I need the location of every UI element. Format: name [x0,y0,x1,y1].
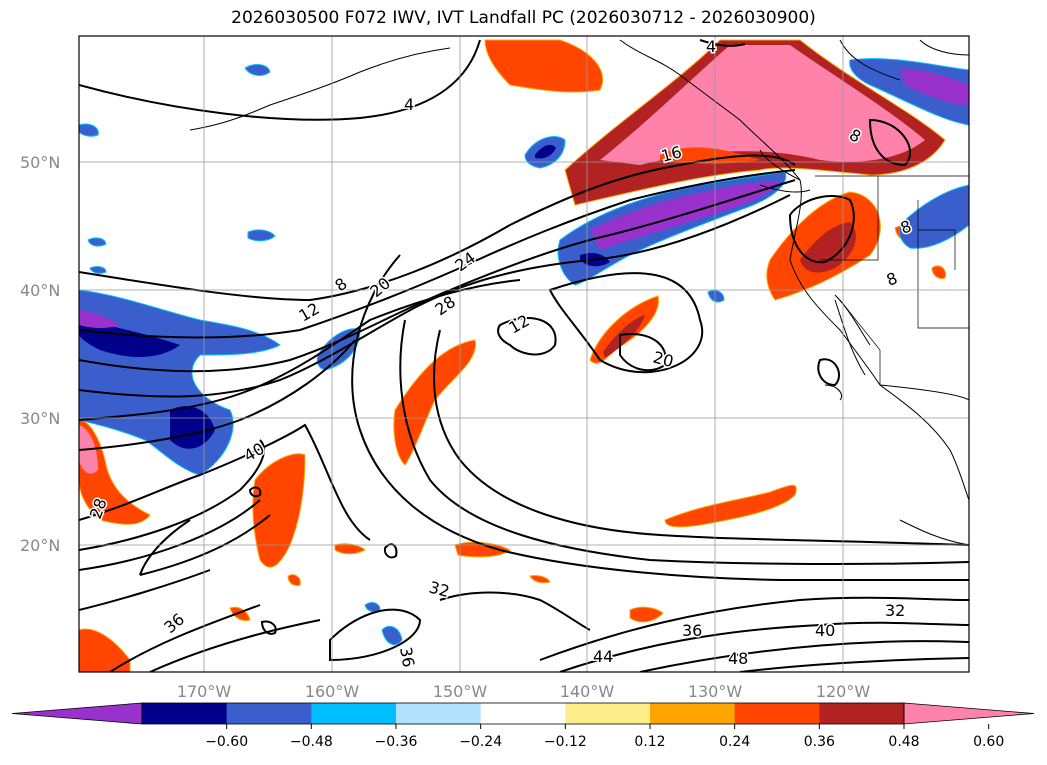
colorbar-ticks: −0.60 −0.48 −0.36 −0.24 −0.12 0.12 0.24 0.36 0.4… [205,724,1004,750]
lon-label: 130°W [688,682,743,701]
colorbar-tick-label: 0.36 [804,734,835,750]
colorbar-bin [565,703,651,724]
colorbar-tick-label: −0.36 [375,734,418,750]
contour-label: 36 [396,645,418,668]
colorbar-bin [480,703,566,724]
map-frame [78,35,970,673]
contour-label: 4 [404,95,414,114]
colorbar-tick-label: −0.12 [544,734,587,750]
coastlines [189,39,969,546]
lat-label: 50°N [20,153,60,172]
state-borders [815,175,969,385]
lat-label: 40°N [20,281,60,300]
colorbar-extend-low [11,702,143,725]
colorbar-tick-label: 0.24 [719,734,750,750]
lat-label: 20°N [20,536,60,555]
colorbar-bin [396,703,482,724]
lon-label: 160°W [305,682,360,701]
colorbar-tick-label: 0.12 [634,734,665,750]
contour-label: 48 [728,649,748,668]
colorbar [11,702,1035,725]
colorbar-bin [819,703,905,724]
contour-label: 40 [815,621,835,640]
lon-label: 140°W [560,682,615,701]
lon-label: 150°W [433,682,488,701]
contour-label: 44 [593,647,613,666]
colorbar-bin [311,703,397,724]
longitude-labels: 170°W 160°W 150°W 140°W 130°W 120°W [177,682,871,701]
lon-label: 120°W [816,682,871,701]
contour-label: 36 [682,621,702,640]
colorbar-bin [142,703,228,724]
colorbar-tick-label: 0.60 [973,734,1004,750]
colorbar-bin [226,703,312,724]
lon-label: 170°W [177,682,232,701]
colorbar-tick-label: −0.60 [205,734,248,750]
iwv-contour-lines [79,39,969,672]
colorbar-tick-label: −0.48 [290,734,333,750]
colorbar-tick-label: −0.24 [459,734,502,750]
lat-label: 30°N [20,409,60,428]
colorbar-extend-high [903,702,1035,725]
contour-label: 4 [706,37,716,56]
grid-lines [79,36,969,672]
colorbar-outline [141,702,905,725]
latitude-labels: 50°N 40°N 30°N 20°N [20,153,60,555]
contour-label: 32 [885,601,905,620]
colorbar-bin [650,703,736,724]
colorbar-tick-label: 0.48 [888,734,919,750]
map-title: 2026030500 F072 IWV, IVT Landfall PC (20… [231,8,816,28]
colorbar-bin [734,703,820,724]
